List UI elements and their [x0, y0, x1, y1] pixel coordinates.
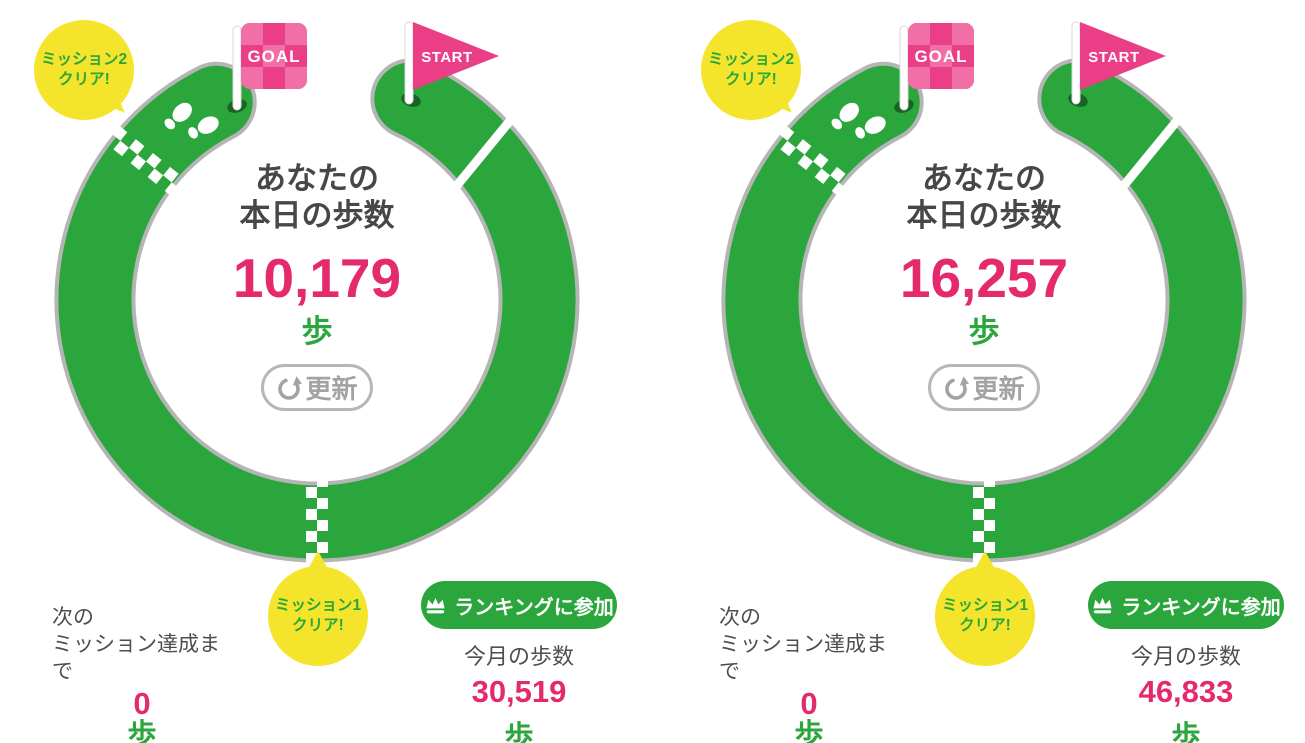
- start-flag-icon: START: [421, 49, 472, 66]
- today-steps-unit: 歩: [301, 314, 333, 349]
- month-steps-value: 30,519: [471, 674, 567, 709]
- today-steps-title-line1: あなたの: [255, 161, 379, 196]
- crown-icon: [1093, 597, 1112, 614]
- progress-ring: GOAL START: [0, 0, 640, 580]
- mission2-badge-line2: クリア!: [725, 71, 777, 88]
- today-steps-title-line2: 本日の歩数: [239, 198, 395, 233]
- today-steps-title-line1: あなたの: [922, 161, 1046, 196]
- month-steps-unit: 歩: [1171, 721, 1201, 743]
- today-steps-title: あなたの 本日の歩数: [157, 160, 477, 234]
- mission1-badge-line2: クリア!: [959, 617, 1011, 634]
- today-steps-value: 16,257: [899, 247, 1069, 309]
- month-steps-value: 46,833: [1138, 674, 1234, 709]
- today-steps-title: あなたの 本日の歩数: [824, 160, 1144, 234]
- mission2-clear-badge: ミッション2 クリア!: [701, 20, 801, 120]
- next-mission-line1: 次の: [719, 606, 761, 629]
- refresh-button[interactable]: 更新: [261, 364, 373, 411]
- join-ranking-label: ランキングに参加: [1121, 596, 1281, 619]
- today-steps-unit: 歩: [968, 314, 1000, 349]
- today-steps-value: 10,179: [232, 247, 402, 309]
- next-mission-value: 0: [133, 686, 151, 721]
- step-widget-2: GOAL START ミッション2 クリア! あなたの 本日の歩数 16,257…: [667, 0, 1305, 743]
- goal-flag-icon: GOAL: [914, 47, 967, 66]
- start-flag-icon: START: [1088, 49, 1139, 66]
- next-mission-unit: 歩: [794, 719, 824, 743]
- next-mission-unit: 歩: [127, 719, 157, 743]
- mission2-badge-line1: ミッション2: [707, 50, 795, 68]
- mission2-clear-badge: ミッション2 クリア!: [34, 20, 134, 120]
- mission2-badge-line1: ミッション2: [40, 50, 128, 68]
- step-widget-1: GOAL START ミッション2 クリア! あなたの 本日の歩数 10,179…: [0, 0, 650, 743]
- mission1-clear-badge: ミッション1 クリア!: [268, 551, 368, 666]
- month-steps-unit: 歩: [504, 721, 534, 743]
- month-steps-label: 今月の歩数: [463, 644, 574, 669]
- mission2-badge-line2: クリア!: [58, 71, 110, 88]
- next-mission-line1: 次の: [52, 606, 94, 629]
- refresh-button-label: 更新: [305, 374, 358, 404]
- mission1-badge-line2: クリア!: [292, 617, 344, 634]
- next-mission-line2: ミッション達成まで: [719, 633, 887, 683]
- next-mission-line2: ミッション達成まで: [52, 633, 220, 683]
- refresh-icon: [945, 375, 970, 400]
- mission1-badge-line1: ミッション1: [274, 596, 362, 614]
- next-mission-block: 次の ミッション達成まで 0 歩: [52, 604, 232, 743]
- refresh-icon: [278, 375, 303, 400]
- join-ranking-button[interactable]: ランキングに参加: [1088, 581, 1284, 629]
- next-mission-value: 0: [800, 686, 818, 721]
- crown-icon: [426, 597, 445, 614]
- join-ranking-button[interactable]: ランキングに参加: [421, 581, 617, 629]
- refresh-button-label: 更新: [972, 374, 1025, 404]
- refresh-button[interactable]: 更新: [928, 364, 1040, 411]
- goal-flag-icon: GOAL: [247, 47, 300, 66]
- ranking-block: ランキングに参加 今月の歩数 46,833 歩: [1088, 581, 1284, 743]
- join-ranking-label: ランキングに参加: [454, 596, 614, 619]
- badge-tail: [308, 551, 328, 569]
- month-steps-label: 今月の歩数: [1130, 644, 1241, 669]
- next-mission-block: 次の ミッション達成まで 0 歩: [719, 604, 899, 743]
- ranking-block: ランキングに参加 今月の歩数 30,519 歩: [421, 581, 617, 743]
- badge-tail: [975, 551, 995, 569]
- progress-ring: GOAL START: [667, 0, 1305, 580]
- mission1-badge-line1: ミッション1: [941, 596, 1029, 614]
- mission1-clear-badge: ミッション1 クリア!: [935, 551, 1035, 666]
- today-steps-title-line2: 本日の歩数: [906, 198, 1062, 233]
